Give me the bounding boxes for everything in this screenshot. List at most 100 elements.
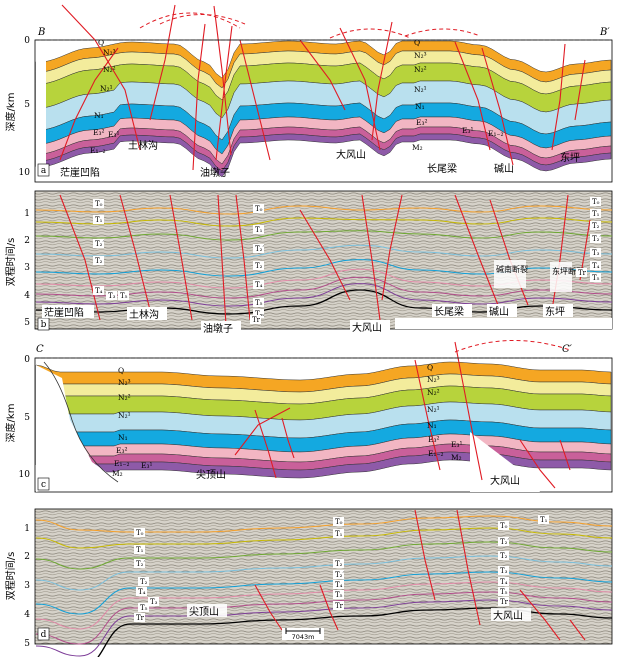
fault-line	[414, 359, 441, 471]
horizon-tag: T₀	[136, 529, 144, 537]
fault-line	[235, 194, 251, 321]
section-end-label: C′	[562, 344, 573, 355]
axis-label: 双程时间/s	[4, 552, 17, 601]
fault-line	[551, 194, 569, 311]
stratum-label: Q	[427, 363, 433, 372]
panel-c-faults	[234, 339, 571, 489]
horizon-tag: T₂′	[136, 560, 145, 568]
fault-line	[454, 341, 483, 481]
tick-label: 10	[19, 168, 31, 178]
scale-bar-label: 7043m	[292, 633, 315, 641]
place-label: 尖顶山	[196, 468, 226, 481]
horizon-tag: T₃	[108, 292, 116, 300]
place-label: 茫崖凹陷	[60, 166, 100, 179]
fault-line	[149, 4, 176, 121]
fault-name-labels: 碱南断裂 东坪断裂	[494, 260, 584, 292]
horizon-tag: T₀	[335, 518, 343, 526]
stratum-label: E₁₋₂	[488, 129, 503, 138]
fault-line	[339, 27, 381, 151]
fault-line	[59, 194, 101, 321]
horizon-tag: T₄	[95, 287, 103, 295]
fault-line	[361, 194, 381, 321]
fault-line	[61, 4, 141, 151]
scale-bar: 7043m	[282, 628, 324, 641]
fault-line	[169, 194, 193, 321]
panel-letter: d	[41, 630, 47, 640]
tick-label: 1	[24, 209, 30, 219]
tick-label: 0	[24, 355, 30, 365]
horizon-tag: Tr	[252, 316, 261, 324]
horizon-tag: T₂′	[592, 235, 601, 243]
fault-line	[119, 194, 151, 311]
seismic-horizon	[35, 599, 613, 657]
fault-name-label: 东坪断裂	[552, 266, 584, 276]
stratum-label: N₂²	[414, 65, 427, 74]
place-label: 油墩子	[200, 166, 230, 179]
panel-d-faults	[254, 509, 586, 641]
fault-line	[519, 439, 556, 489]
seismic-horizon	[35, 515, 613, 533]
horizon-tag: T₃	[592, 249, 600, 257]
tick-label: 4	[24, 610, 30, 620]
stratum-label: E₃¹	[108, 130, 120, 139]
fault-gap	[470, 432, 540, 492]
stratum-label: M₂	[412, 143, 423, 152]
stratum-label: E₁₋₂	[428, 449, 443, 458]
place-label: 碱山	[489, 306, 509, 318]
horizon-tag: T₄	[138, 588, 146, 596]
panel-letter: c	[41, 480, 46, 490]
horizon-tag: T₀	[255, 205, 263, 213]
fault-line	[213, 5, 232, 156]
fault-line	[454, 41, 491, 151]
horizon-tag: Tr	[578, 269, 587, 277]
seismic-horizon	[35, 217, 613, 227]
seismic-horizon	[35, 555, 613, 591]
stratum-label: E₃¹	[451, 440, 463, 449]
place-label: 大风山	[490, 474, 520, 487]
tick-label: 3	[24, 581, 30, 591]
stratum-label: N₂¹	[414, 85, 427, 94]
place-labels: 茫崖凹陷 土林沟 油墩子 大风山 长尾梁 碱山 东坪	[60, 139, 580, 179]
place-label: 碱山	[494, 163, 514, 175]
tick-label: 1	[24, 524, 30, 534]
fault-line	[299, 39, 346, 111]
stratum-label: N₁	[427, 421, 437, 430]
fault-line	[381, 194, 403, 301]
place-labels: 尖顶山 大风山	[187, 604, 531, 622]
fault-line	[319, 584, 339, 631]
horizon-tag: T₅	[255, 299, 263, 307]
stratum-label: N₂¹	[118, 411, 131, 420]
place-label: 茫崖凹陷	[44, 306, 84, 319]
tick-label: 2	[24, 236, 30, 246]
horizon-tag: T₀	[500, 522, 508, 530]
place-labels: 尖顶山 大风山	[196, 468, 520, 487]
panel-a-faults	[59, 4, 586, 171]
seismic-horizon	[35, 581, 613, 630]
fault-line	[299, 209, 351, 301]
fault-line	[456, 509, 481, 626]
horizon-tag: Tr	[335, 602, 344, 610]
tick-label: 5	[24, 318, 30, 328]
strata-labels-left: Q N₂³ N₂² N₂¹ N₁ E₃² E₃¹ E₁₋₂ M₂	[112, 366, 153, 478]
stratum-label: E₃²	[428, 435, 440, 444]
place-label: 长尾梁	[427, 162, 457, 175]
stratum-label: N₂¹	[427, 405, 440, 414]
horizon-tag: T₁	[255, 226, 263, 234]
stratum-label: E₃¹	[462, 126, 474, 135]
axis-label: 双程时间/s	[4, 238, 17, 287]
stratum-label: E₃²	[416, 118, 428, 127]
place-label: 大风山	[352, 321, 382, 334]
stratum-label: M₂	[451, 453, 462, 462]
horizon-tag: Tₘ	[255, 310, 265, 318]
place-label: 尖顶山	[189, 605, 219, 618]
fault-name-label: 碱南断裂	[496, 264, 528, 274]
fault-line	[281, 417, 295, 459]
fault-line	[454, 194, 501, 311]
stratum-label: M₂	[112, 469, 123, 478]
axis-label: 深度/km	[4, 404, 17, 443]
basin-boundary	[43, 361, 119, 483]
fault-line	[414, 509, 436, 601]
stratum-label: N₂³	[118, 378, 131, 387]
stratum-label: E₁₋₂	[90, 146, 105, 155]
fault-line	[481, 47, 514, 166]
